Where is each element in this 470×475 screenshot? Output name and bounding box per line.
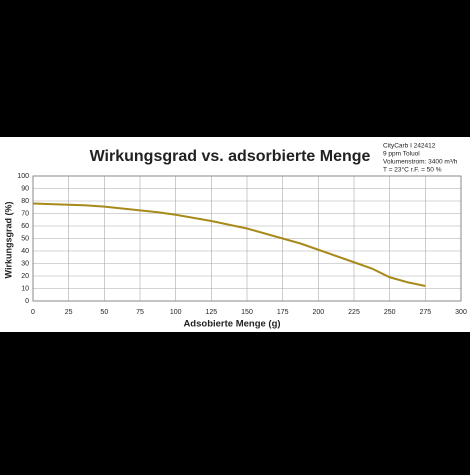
y-tick-label: 40 <box>21 248 29 255</box>
y-tick-label: 10 <box>21 285 29 292</box>
x-tick-label: 200 <box>312 309 324 316</box>
chart-background <box>0 137 470 332</box>
x-tick-label: 275 <box>419 309 431 316</box>
annotation: Volumenstrom: 3400 m³/h <box>383 159 458 166</box>
x-tick-label: 0 <box>31 309 35 316</box>
y-tick-label: 0 <box>25 298 29 305</box>
x-tick-label: 150 <box>241 309 253 316</box>
x-tick-label: 50 <box>100 309 108 316</box>
y-tick-label: 100 <box>17 173 29 180</box>
x-tick-label: 175 <box>277 309 289 316</box>
y-tick-label: 70 <box>21 210 29 217</box>
y-axis-label: Wirkungsgrad (%) <box>3 202 13 279</box>
y-tick-label: 90 <box>21 185 29 192</box>
x-tick-label: 250 <box>384 309 396 316</box>
chart-title: Wirkungsgrad vs. adsorbierte Menge <box>90 148 371 165</box>
y-tick-label: 30 <box>21 260 29 267</box>
annotation: T = 23°C r.F. = 50 % <box>383 166 442 174</box>
annotation: 9 ppm Toluol <box>383 151 420 158</box>
y-tick-label: 60 <box>21 223 29 230</box>
x-tick-label: 125 <box>205 309 217 316</box>
y-tick-label: 80 <box>21 198 29 205</box>
annotation: CityCarb I 242412 <box>383 143 436 150</box>
x-tick-label: 25 <box>65 309 73 316</box>
x-tick-label: 100 <box>170 309 182 316</box>
data-line <box>32 202 426 287</box>
y-tick-label: 50 <box>21 235 29 242</box>
x-tick-label: 75 <box>136 309 144 316</box>
x-tick-label: 225 <box>348 309 360 316</box>
plot-frame <box>32 175 462 302</box>
x-tick-label: 300 <box>455 309 467 316</box>
x-axis-label: Adsobierte Menge (g) <box>183 319 280 330</box>
y-tick-label: 20 <box>21 273 29 280</box>
